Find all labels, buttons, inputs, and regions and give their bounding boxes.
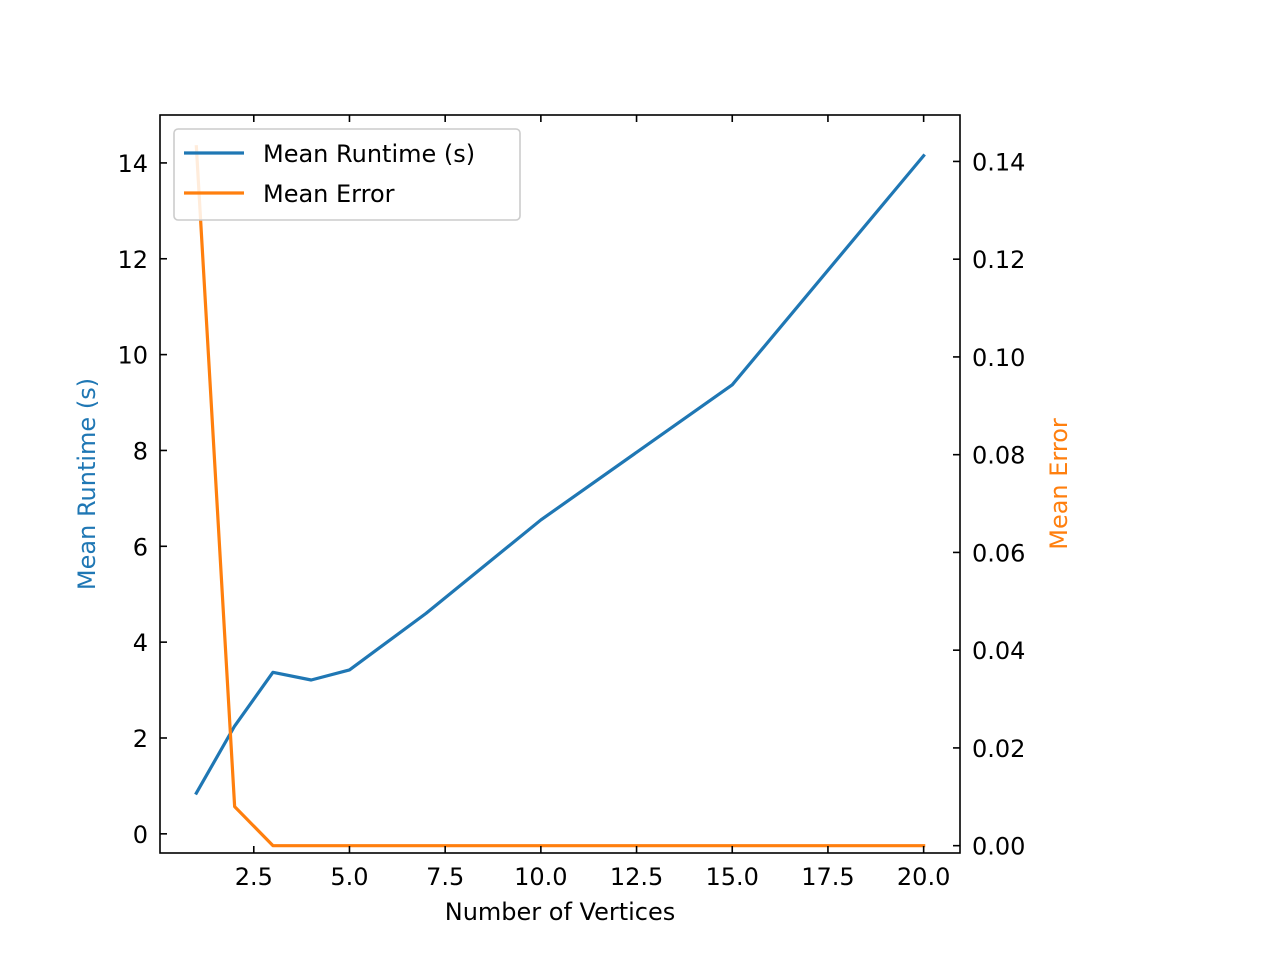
y-right-tick-label: 0.00 [972,833,1025,861]
y-right-tick-label: 0.10 [972,344,1025,372]
series-line-error [194,145,926,848]
legend-box [173,128,521,221]
y-right-tick-label: 0.06 [972,539,1025,567]
plot-area [160,115,960,853]
y-left-axis-title: Mean Runtime (s) [73,378,101,590]
x-tick-label: 20.0 [897,863,950,891]
legend-label-error: Mean Error [263,180,395,208]
y-right-tick-label: 0.12 [972,246,1025,274]
x-tick-label: 15.0 [706,863,759,891]
x-tick-label: 7.5 [426,863,464,891]
x-axis-title: Number of Vertices [445,898,676,926]
y-left-tick-label: 4 [133,629,148,657]
ticks-layer: 2.5 5.0 7.5 10.0 12.5 15.0 17.5 20.0 0 2 4 6 8 10 12 14… [117,115,1025,891]
y-left-tick-label: 2 [133,725,148,753]
y-left-tick-label: 8 [133,437,148,465]
x-tick-label: 12.5 [610,863,663,891]
y-right-tick-label: 0.02 [972,735,1025,763]
y-left-tick-label: 10 [117,342,148,370]
series-line-runtime [194,153,926,796]
y-right-axis-title: Mean Error [1045,418,1073,550]
y-left-tick-label: 12 [117,246,148,274]
plot-frame [159,114,961,854]
series-layer [194,145,926,848]
y-left-tick-label: 14 [117,150,148,178]
y-left-tick-label: 0 [133,821,148,849]
x-tick-label: 5.0 [330,863,368,891]
y-right-tick-label: 0.14 [972,148,1025,176]
legend: Mean Runtime (s) Mean Error [173,128,521,221]
y-right-tick-label: 0.08 [972,442,1025,470]
x-tick-label: 10.0 [514,863,567,891]
legend-label-runtime: Mean Runtime (s) [263,140,475,168]
x-tick-label: 17.5 [801,863,854,891]
y-right-tick-label: 0.04 [972,637,1025,665]
x-tick-label: 2.5 [235,863,273,891]
y-left-tick-label: 6 [133,533,148,561]
